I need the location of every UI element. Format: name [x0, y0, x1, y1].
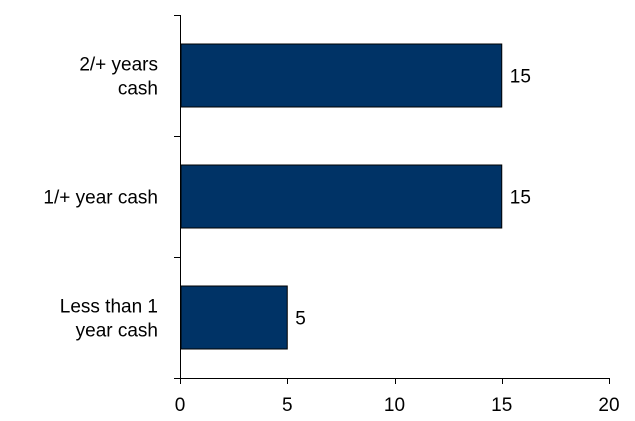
- data-label: 15: [510, 188, 531, 209]
- category-label-line: year cash: [76, 321, 158, 342]
- category-label-line: 2/+ years: [79, 55, 158, 76]
- category-label: Less than 1 year cash: [60, 297, 158, 342]
- category-label-line: Less than 1: [60, 297, 158, 318]
- data-label: 5: [295, 309, 306, 330]
- category-label-line: 1/+ year cash: [43, 188, 158, 209]
- x-tick-label: 5: [282, 395, 293, 416]
- chart-labels: 0 5 10 15 20 15 2/+ years cash 15 1/+ year cash 5 L…: [43, 55, 619, 417]
- category-label: 2/+ years cash: [79, 55, 158, 100]
- x-tick-label: 15: [491, 395, 512, 416]
- data-label: 15: [510, 67, 531, 88]
- category-label-line: cash: [118, 79, 158, 100]
- bar: [180, 164, 503, 229]
- bar: [180, 43, 503, 108]
- bar: [180, 285, 288, 350]
- x-tick-label: 0: [175, 395, 186, 416]
- x-tick-label: 10: [384, 395, 405, 416]
- chart-bars: [180, 43, 503, 350]
- x-tick-label: 20: [598, 395, 619, 416]
- category-label: 1/+ year cash: [43, 188, 158, 209]
